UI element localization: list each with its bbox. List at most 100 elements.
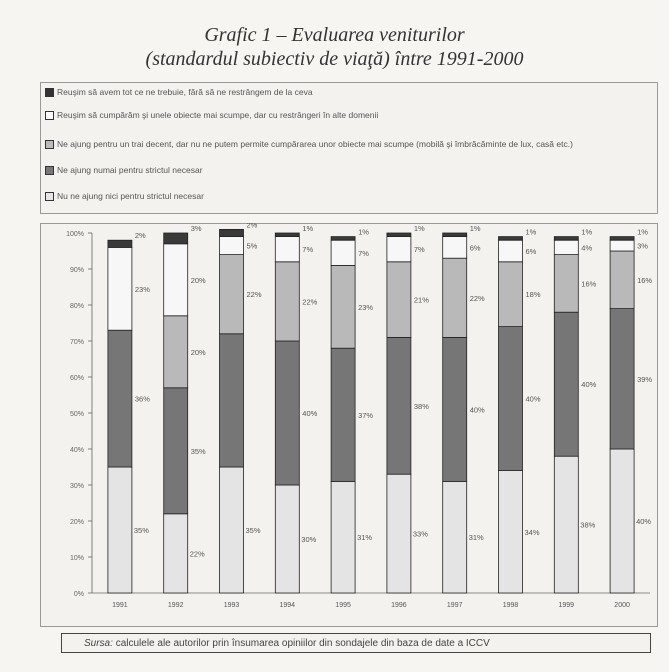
data-label: 33%	[413, 530, 428, 539]
data-label: 35%	[134, 526, 149, 535]
bar-segment	[274, 484, 300, 594]
bar-segment	[442, 257, 468, 338]
y-tick-label: 80%	[70, 303, 84, 310]
data-label: 16%	[581, 279, 596, 288]
data-label: 22%	[470, 294, 485, 303]
bar-segment	[274, 236, 300, 263]
bar-segment	[163, 315, 189, 389]
legend-label-3: Ne ajung pentru un trai decent, dar nu n…	[57, 139, 573, 149]
data-label: 7%	[358, 249, 369, 258]
bar-segment	[386, 232, 412, 237]
legend-item-3: Ne ajung pentru un trai decent, dar nu n…	[45, 139, 645, 150]
bar-segment	[107, 466, 133, 594]
bar-segment	[386, 473, 412, 594]
bar-segment	[498, 239, 523, 263]
bar-segment	[553, 254, 579, 313]
legend-swatch-1	[45, 88, 54, 98]
bar-segment	[442, 236, 468, 259]
y-tick-label: 70%	[70, 339, 84, 346]
bar-segment	[330, 239, 356, 266]
data-label: 16%	[637, 276, 652, 285]
y-tick-label: 50%	[70, 411, 84, 418]
bar-segment	[163, 513, 189, 594]
data-label: 22%	[247, 290, 262, 299]
bar-segment	[107, 239, 133, 248]
legend-label-4: Ne ajung numai pentru strictul necesar	[57, 165, 203, 175]
data-label: 23%	[358, 303, 373, 312]
bar-segment	[553, 311, 579, 457]
bar-segment	[609, 250, 635, 309]
legend-item-5: Nu ne ajung nici pentru strictul necesar	[45, 191, 645, 202]
data-label: 7%	[414, 245, 425, 254]
data-label: 7%	[302, 245, 313, 254]
x-tick-label: 1996	[391, 602, 407, 609]
data-label: 22%	[302, 297, 317, 306]
legend-label-1: Reuşim să avem tot ce ne trebuie, fără s…	[57, 87, 313, 97]
data-label: 2%	[247, 223, 258, 229]
bar-segment	[330, 347, 356, 482]
bar-segment	[330, 236, 356, 241]
y-tick-label: 90%	[70, 267, 84, 274]
data-label: 1%	[302, 224, 313, 233]
data-label: 36%	[135, 395, 150, 404]
bar-segment	[330, 480, 356, 594]
data-label: 40%	[526, 395, 541, 404]
data-label: 38%	[580, 521, 595, 530]
legend-swatch-3	[45, 140, 54, 150]
x-tick-label: 1991	[112, 602, 128, 609]
data-label: 6%	[470, 243, 481, 252]
data-label: 1%	[358, 228, 369, 237]
legend-swatch-4	[45, 166, 54, 176]
y-tick-label: 40%	[70, 447, 84, 454]
data-label: 31%	[357, 533, 372, 542]
data-label: 20%	[191, 276, 206, 285]
bar-segment	[274, 340, 300, 486]
data-label: 5%	[247, 242, 258, 251]
y-tick-label: 10%	[70, 555, 84, 562]
bar-segment	[609, 308, 635, 450]
data-label: 1%	[526, 228, 537, 237]
bar-segment	[498, 470, 523, 594]
bar-segment	[609, 236, 635, 241]
x-tick-label: 1994	[280, 602, 296, 609]
source-note: Sursa: calculele ale autorilor prin însu…	[61, 633, 651, 653]
bar-segment	[219, 466, 244, 594]
y-tick-label: 60%	[70, 375, 84, 382]
legend-item-4: Ne ajung numai pentru strictul necesar	[45, 165, 645, 176]
data-label: 40%	[302, 409, 317, 418]
bar-segment	[219, 229, 244, 237]
x-tick-label: 1993	[224, 602, 240, 609]
bar-segment	[442, 480, 468, 594]
data-label: 3%	[637, 242, 648, 251]
data-label: 35%	[191, 447, 206, 456]
data-label: 38%	[414, 402, 429, 411]
data-label: 31%	[469, 533, 484, 542]
data-label: 2%	[135, 231, 146, 240]
x-tick-label: 1999	[559, 602, 575, 609]
bar-segment	[219, 236, 244, 256]
bar-segment	[163, 387, 189, 515]
data-label: 30%	[301, 535, 316, 544]
x-tick-label: 1995	[335, 602, 351, 609]
bar-segment	[498, 236, 523, 241]
data-label: 3%	[191, 224, 202, 233]
data-label: 20%	[191, 348, 206, 357]
data-label: 18%	[526, 290, 541, 299]
data-label: 4%	[581, 243, 592, 252]
bar-segment	[107, 246, 133, 331]
chart-subtitle: (standardul subiectiv de viaţă) între 19…	[145, 48, 524, 70]
data-label: 1%	[414, 224, 425, 233]
bar-segment	[274, 232, 300, 237]
legend-item-1: Reuşim să avem tot ce ne trebuie, fără s…	[45, 87, 645, 98]
data-label: 40%	[636, 517, 651, 526]
bar-segment	[163, 243, 189, 317]
chart-title: Grafic 1 – Evaluarea veniturilor	[204, 24, 465, 46]
bar-segment	[442, 232, 468, 237]
legend-swatch-2	[45, 111, 54, 121]
bar-segment	[330, 265, 356, 349]
bar-segment	[553, 239, 579, 256]
data-label: 40%	[470, 405, 485, 414]
data-label: 1%	[637, 228, 648, 237]
data-label: 35%	[246, 526, 261, 535]
bar-segment	[498, 261, 523, 328]
